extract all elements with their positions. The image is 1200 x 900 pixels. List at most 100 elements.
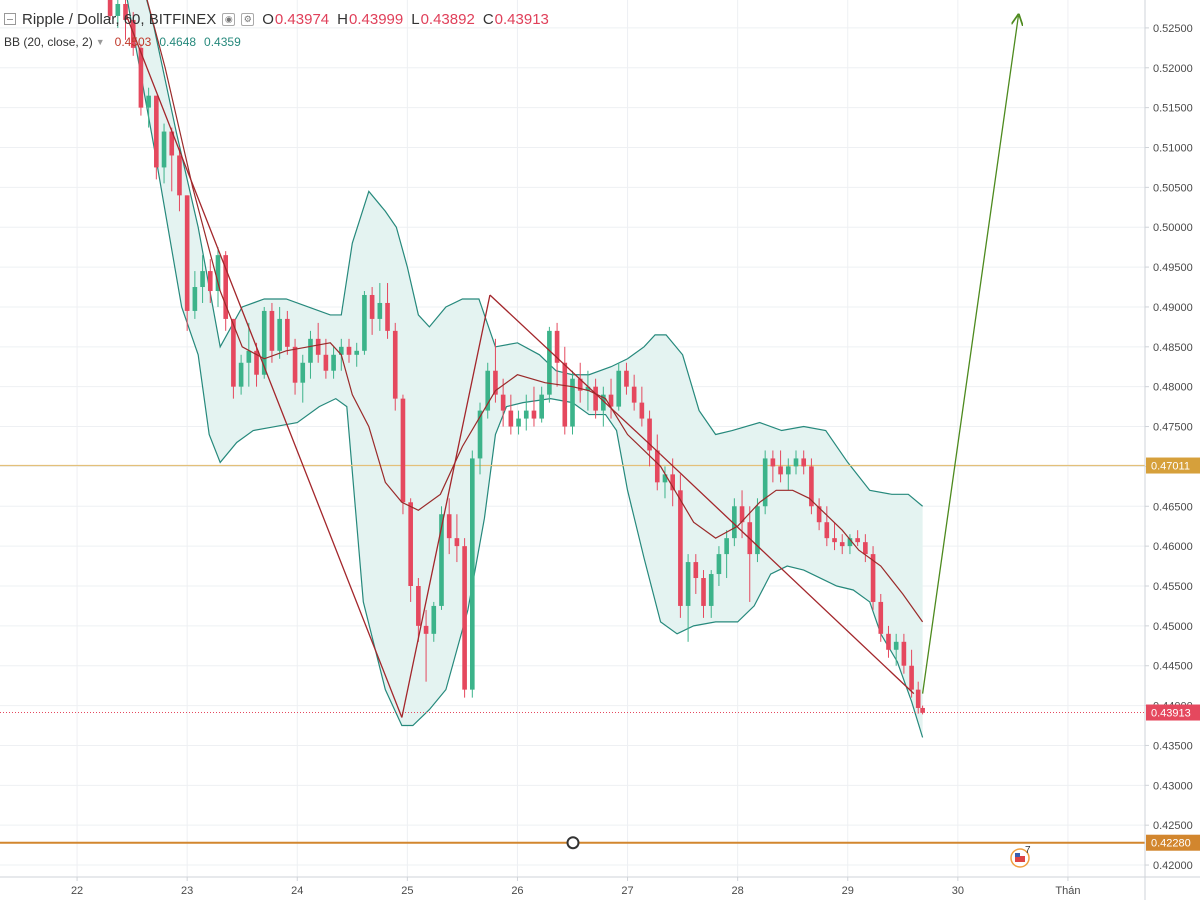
low-label: L	[411, 10, 420, 28]
candle-body	[331, 354, 336, 371]
close-label: C	[482, 10, 494, 28]
price-level-tag	[1146, 834, 1200, 851]
settings-gear-icon[interactable]: ⚙	[241, 12, 255, 26]
time-tick-label: 29	[842, 885, 854, 897]
candle-body	[138, 47, 144, 108]
eye-icon[interactable]: ◉	[222, 12, 236, 26]
candle-body	[362, 294, 367, 351]
candle-body	[785, 466, 791, 475]
price-tick-label: 0.42000	[1153, 860, 1193, 872]
candle-body	[446, 514, 452, 539]
trendline	[126, 15, 403, 718]
candle-body	[608, 394, 614, 407]
bb-upper-value: 0.4648	[159, 35, 197, 49]
candle-body	[724, 538, 729, 555]
candle-body	[539, 394, 544, 419]
candle-body	[839, 542, 845, 547]
candle-body	[416, 585, 421, 626]
trendline	[660, 453, 915, 695]
candle-body	[154, 95, 159, 168]
candle-body	[269, 310, 275, 351]
candle-body	[886, 633, 891, 650]
price-tick-label: 0.51500	[1153, 103, 1193, 115]
candle-body	[570, 378, 575, 427]
candle-body	[500, 394, 506, 411]
price-tick-label: 0.42500	[1153, 820, 1193, 832]
candle-body	[716, 554, 722, 575]
candle-body	[369, 294, 375, 319]
candle-body	[277, 318, 282, 351]
price-tick-label: 0.48000	[1153, 382, 1193, 394]
symbol-title[interactable]: Ripple / Dollar, 60, BITFINEX	[22, 10, 217, 28]
price-tick-label: 0.50500	[1153, 182, 1193, 194]
price-tick-label: 0.43000	[1153, 780, 1193, 792]
candle-body	[254, 350, 259, 375]
candle-body	[431, 605, 437, 634]
open-value: 0.43974	[274, 10, 330, 28]
candle-body	[670, 474, 675, 491]
candle-body	[909, 665, 914, 690]
low-value: 0.43892	[420, 10, 475, 28]
bb-band-fill	[127, 0, 923, 738]
price-tick-label: 0.45000	[1153, 621, 1193, 633]
symbol-row: Ripple / Dollar, 60, BITFINEX ◉ ⚙ O 0.439…	[4, 8, 549, 30]
candle-body	[793, 458, 799, 467]
candle-body	[809, 466, 814, 507]
time-tick-label: 24	[291, 885, 303, 897]
price-tick-label: 0.52000	[1153, 63, 1193, 75]
candle-body	[639, 402, 645, 419]
bb-lower-line	[126, 0, 924, 738]
candle-body	[624, 370, 629, 387]
flag-icon-canton	[1015, 853, 1020, 857]
candle-body	[732, 506, 737, 539]
candle-body	[184, 195, 190, 311]
candle-body	[762, 458, 768, 507]
candle-body	[631, 386, 637, 403]
candle-body	[238, 362, 244, 387]
candle-body	[385, 302, 390, 331]
price-level-tag-label: 0.42280	[1151, 838, 1191, 850]
candle-body	[308, 338, 313, 363]
price-tick-label: 0.43500	[1153, 740, 1193, 752]
candles-group	[107, 0, 925, 715]
candle-body	[207, 271, 213, 292]
candle-body	[693, 562, 699, 579]
event-badge[interactable]: 7	[1010, 845, 1031, 868]
candle-body	[169, 131, 175, 156]
candle-body	[601, 394, 606, 411]
time-axis: 22 23 24 25 26 27 28 29 30 Thán	[0, 876, 1200, 897]
indicator-name[interactable]: BB (20, close, 2)	[4, 35, 93, 49]
candle-body	[115, 3, 121, 16]
candle-body	[770, 458, 776, 467]
candle-body	[323, 354, 329, 371]
candle-body	[801, 458, 807, 467]
time-tick-label: 28	[732, 885, 744, 897]
bb-upper-line	[146, 0, 923, 507]
chart-legend: Ripple / Dollar, 60, BITFINEX ◉ ⚙ O 0.439…	[4, 8, 549, 52]
candle-body	[816, 506, 822, 523]
candle-body	[616, 370, 622, 407]
bb-basis-line	[146, 0, 924, 623]
candle-body	[423, 625, 429, 634]
candle-body	[261, 310, 267, 375]
candle-body	[739, 506, 745, 523]
time-tick-label: 23	[181, 885, 193, 897]
candle-body	[678, 490, 683, 606]
candle-body	[824, 522, 830, 539]
trendline	[489, 294, 662, 455]
candle-body	[915, 689, 921, 708]
chevron-down-icon[interactable]: ▼	[95, 37, 105, 47]
candle-body	[708, 574, 714, 606]
candle-body	[107, 0, 113, 16]
time-tick-label: 27	[621, 885, 633, 897]
price-tick-label: 0.49500	[1153, 262, 1193, 274]
collapse-icon[interactable]	[4, 13, 16, 25]
candle-body	[454, 538, 460, 547]
candle-body	[516, 418, 521, 427]
time-tick-label: 22	[71, 885, 83, 897]
candle-body	[146, 95, 151, 108]
open-label: O	[262, 10, 274, 28]
candle-body	[547, 330, 552, 395]
price-tick-label: 0.48500	[1153, 342, 1193, 354]
